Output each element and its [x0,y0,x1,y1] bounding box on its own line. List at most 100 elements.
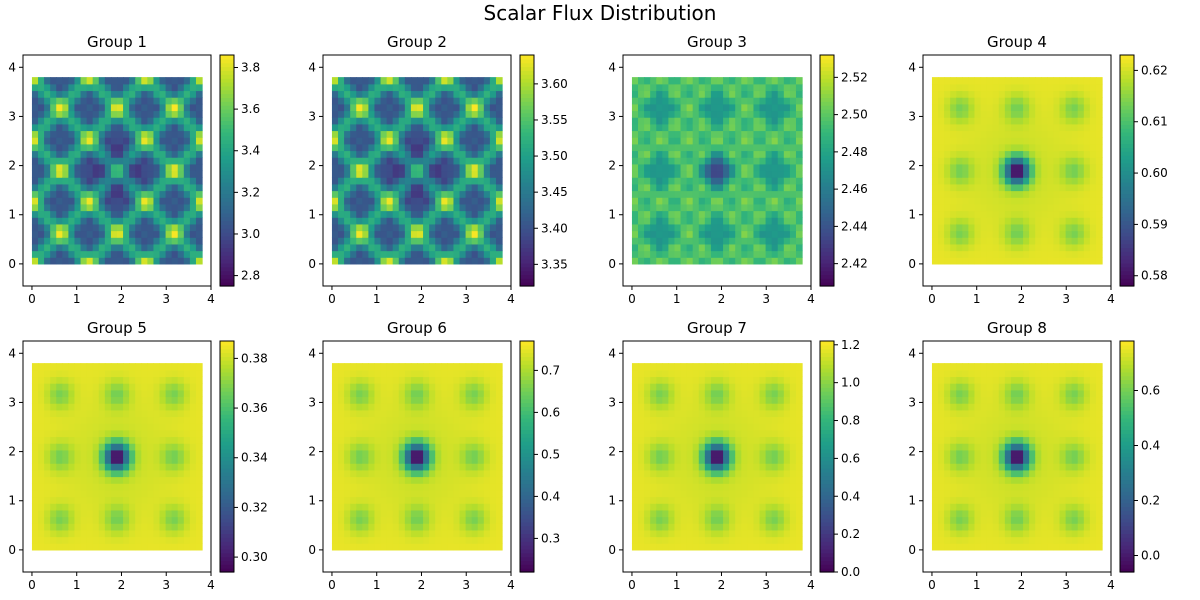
heatmap-cell [165,230,173,238]
heatmap-cell [62,257,69,265]
colorbar-step [520,255,534,260]
heatmap-cell [338,403,345,411]
heatmap-cell [759,123,767,132]
heatmap-cell [98,496,106,504]
heatmap-cell [141,509,148,518]
heatmap-cell [44,230,51,238]
colorbar-step [220,568,234,573]
heatmap-cell [386,496,394,504]
heatmap-cell [404,523,412,531]
heatmap-cell [962,243,969,252]
heatmap-cell [429,423,436,431]
colorbar-step [520,282,534,287]
heatmap-cell [92,409,100,418]
heatmap-cell [1004,197,1012,205]
heatmap-cell [435,83,442,92]
heatmap-cell [177,469,185,478]
heatmap-cell [44,536,51,544]
heatmap-cell [117,237,124,245]
heatmap-cell [729,203,736,212]
heatmap-cell [123,489,130,498]
heatmap-cell [465,130,473,138]
heatmap-cell [795,117,803,125]
heatmap-cell [392,223,400,232]
heatmap-cell [753,223,761,232]
heatmap-cell [1017,230,1024,238]
heatmap-cell [638,257,645,265]
heatmap-cell [92,103,100,112]
heatmap-cell [710,137,718,145]
heatmap-cell [423,403,430,411]
heatmap-cell [392,543,400,551]
heatmap-cell [380,449,388,458]
heatmap-cell [344,476,351,484]
heatmap-cell [362,369,369,378]
heatmap-cell [644,137,651,145]
heatmap-cell [56,143,63,152]
heatmap-cell [680,223,688,232]
heatmap-cell [123,383,130,391]
heatmap-image [331,363,503,551]
heatmap-cell [147,503,155,511]
heatmap-cell [441,130,448,138]
heatmap-cell [129,243,136,252]
heatmap-cell [662,203,669,212]
heatmap-cell [992,143,1000,152]
heatmap-cell [338,529,345,538]
heatmap-cell [453,170,461,178]
colorbar-step [820,55,834,60]
heatmap-cell [674,237,682,245]
heatmap-cell [410,403,418,411]
heatmap-cell [423,230,430,238]
heatmap-cell [777,143,785,152]
heatmap-cell [680,103,688,112]
heatmap-cell [723,103,730,112]
heatmap-cell [650,157,657,165]
heatmap-cell [980,110,988,118]
heatmap-cell [1010,217,1018,225]
colorbar-step [220,162,234,168]
heatmap-cell [135,496,142,504]
heatmap-cell [392,483,400,491]
heatmap-cell [380,250,388,258]
heatmap-cell [944,250,951,258]
heatmap-cell [74,143,82,152]
heatmap-cell [44,383,51,391]
heatmap-cell [338,483,345,491]
colorbar-step [220,185,234,191]
heatmap-cell [662,143,669,152]
heatmap-cell [38,203,45,212]
colorbar-step [1120,228,1134,233]
heatmap-cell [1047,77,1055,85]
heatmap-cell [117,223,124,232]
x-tick-label: 1 [73,578,81,592]
heatmap-cell [68,469,76,478]
heatmap-cell [38,223,45,232]
heatmap-cell [483,210,491,218]
colorbar-step [520,232,534,237]
heatmap-cell [1071,117,1079,125]
heatmap-cell [68,110,76,118]
heatmap-cell [771,157,779,165]
heatmap-cell [992,237,1000,245]
heatmap-cell [50,143,57,152]
heatmap-cell [50,137,57,145]
heatmap-cell [692,203,700,212]
heatmap-cell [374,183,382,192]
heatmap-cell [717,143,724,152]
heatmap-cell [674,117,682,125]
heatmap-cell [135,77,142,85]
heatmap-cell [165,449,173,458]
heatmap-cell [435,103,442,112]
panel-title: Group 2 [387,33,447,51]
heatmap-cell [86,396,94,404]
heatmap-cell [741,203,748,212]
heatmap-cell [62,203,69,212]
heatmap-cell [104,90,112,98]
heatmap-cell [68,489,76,498]
heatmap-cell [441,197,448,205]
heatmap-cell [753,257,761,265]
heatmap-cell [68,217,76,225]
heatmap-cell [362,97,369,105]
heatmap-cell [974,130,982,138]
